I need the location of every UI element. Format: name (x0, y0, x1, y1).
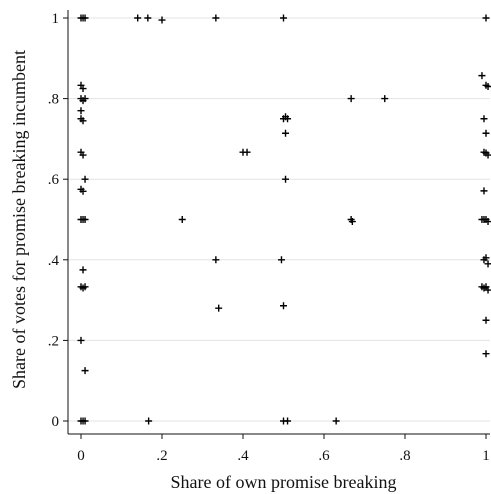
data-point (81, 14, 89, 22)
data-point (482, 254, 490, 262)
data-point (79, 85, 87, 93)
gridlines (68, 17, 490, 422)
x-tick-label-2: .4 (237, 448, 249, 464)
data-point (480, 115, 488, 123)
data-point (332, 417, 340, 425)
y-tick-label-1: .2 (48, 333, 59, 349)
data-point (484, 151, 491, 159)
y-tick-label-0: 0 (52, 414, 60, 430)
x-axis-ticks: 0 .2 .4 .6 .8 1 (77, 434, 490, 464)
data-point (482, 14, 490, 22)
data-point (482, 316, 490, 324)
data-point (212, 14, 220, 22)
data-point (77, 336, 85, 344)
data-point (282, 129, 290, 137)
data-points (77, 14, 491, 425)
data-point (79, 117, 87, 125)
axes (67, 10, 490, 435)
data-point (134, 14, 142, 22)
data-point (484, 286, 491, 294)
data-point (145, 417, 153, 425)
data-point (277, 256, 285, 264)
data-point (79, 187, 87, 195)
y-tick-label-2: .4 (48, 253, 60, 269)
data-point (484, 260, 491, 268)
data-point (348, 218, 356, 226)
data-point (212, 256, 220, 264)
x-tick-label-0: 0 (77, 448, 85, 464)
data-point (81, 175, 89, 183)
data-point (81, 95, 89, 103)
data-point (381, 95, 389, 103)
data-point (280, 302, 287, 310)
data-point (79, 151, 87, 159)
data-point (144, 14, 152, 22)
x-tick-label-3: .6 (318, 448, 330, 464)
data-point (158, 16, 166, 24)
data-point (215, 304, 223, 312)
data-point (81, 216, 89, 223)
data-point (282, 175, 290, 183)
data-point (79, 266, 87, 274)
y-axis-ticks: 0 .2 .4 .6 .8 1 (48, 11, 68, 430)
data-point (482, 129, 490, 137)
x-tick-label-4: .8 (399, 448, 410, 464)
x-tick-label-1: .2 (156, 448, 167, 464)
data-point (81, 367, 89, 375)
y-axis-title: Share of votes for promise breaking incu… (9, 50, 29, 389)
y-tick-label-3: .6 (48, 172, 60, 188)
data-point (482, 350, 490, 358)
y-tick-label-4: .8 (48, 92, 59, 108)
data-point (484, 218, 491, 226)
data-point (81, 417, 89, 425)
data-point (484, 83, 491, 91)
y-tick-label-5: 1 (52, 11, 60, 27)
data-point (81, 283, 89, 291)
data-point (77, 107, 85, 115)
x-tick-label-5: 1 (482, 448, 490, 464)
data-point (347, 95, 355, 103)
x-axis-title: Share of own promise breaking (171, 472, 397, 492)
data-point (478, 72, 486, 80)
data-point (284, 115, 292, 123)
data-point (480, 187, 488, 195)
data-point (280, 14, 287, 22)
data-point (284, 417, 292, 425)
data-point (178, 216, 186, 223)
data-point (243, 148, 251, 156)
